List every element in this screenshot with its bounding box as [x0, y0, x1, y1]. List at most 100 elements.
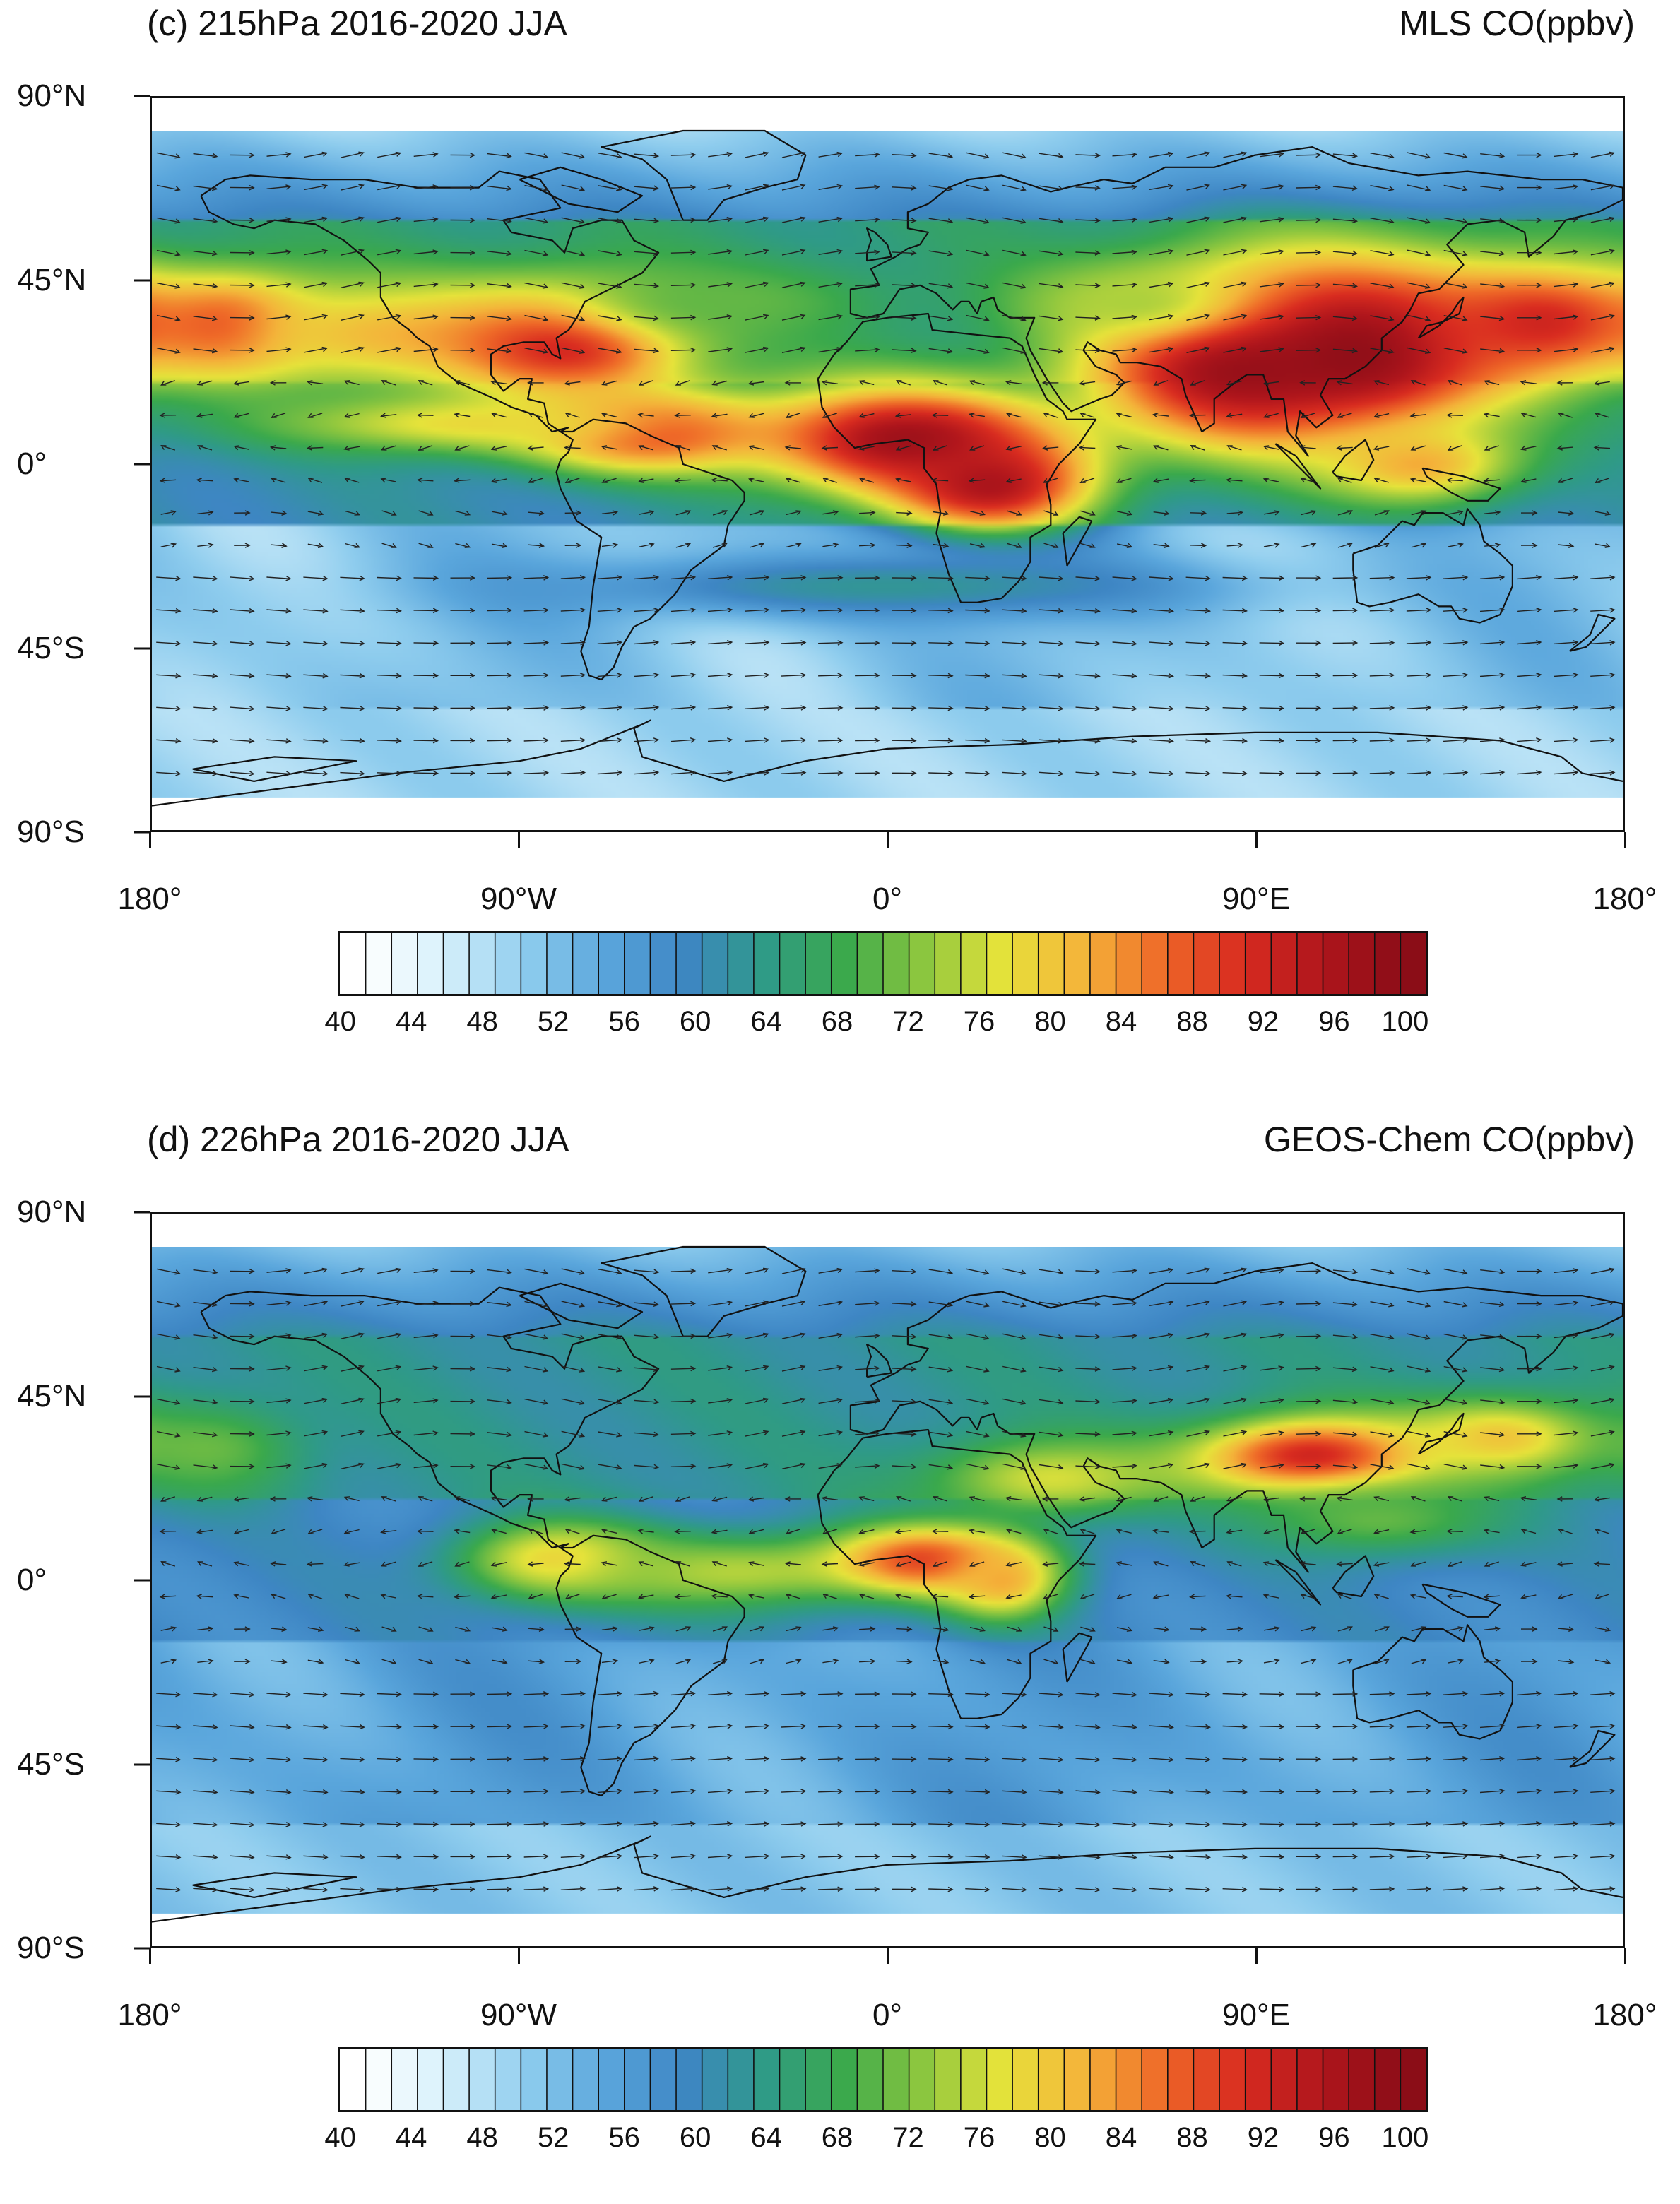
colorbar-swatch: [1168, 933, 1194, 994]
colorbar-label: 44: [396, 1006, 427, 1038]
wind-vector-shaft: [928, 578, 952, 579]
wind-vector-shaft: [896, 1661, 911, 1662]
colorbar-swatch: [495, 2049, 521, 2110]
co-concentration-field: [152, 131, 1623, 798]
wind-vector-shaft: [1296, 317, 1320, 318]
wind-vector-shaft: [487, 1889, 511, 1890]
wind-vector-shaft: [414, 1791, 438, 1792]
colorbar-swatch: [702, 933, 728, 994]
wind-vector-shaft: [1260, 1791, 1284, 1792]
colorbar-swatch: [418, 933, 444, 994]
colorbar-swatch: [1064, 933, 1090, 994]
map-svg: [152, 98, 1623, 830]
lat-tick: [134, 1395, 150, 1397]
colorbar-label: 44: [396, 2122, 427, 2154]
lon-tick: [887, 1948, 889, 1964]
lon-tick-label: 180°: [1592, 1998, 1657, 2033]
lat-tick: [134, 279, 150, 281]
colorbar-label: 52: [538, 2122, 569, 2154]
colorbar-label: 68: [822, 1006, 853, 1038]
colorbar-swatch: [909, 933, 935, 994]
colorbar-swatch: [883, 2049, 909, 2110]
wind-vector-shaft: [1333, 1889, 1357, 1890]
lat-tick: [134, 1580, 150, 1582]
wind-vector-shaft: [1296, 1336, 1320, 1337]
lon-tick: [518, 1948, 520, 1964]
colorbar-label: 56: [608, 1006, 640, 1038]
lon-tick: [1255, 1948, 1258, 1964]
colorbar-swatch: [1349, 2049, 1375, 2110]
wind-vector-shaft: [414, 610, 438, 611]
colorbar-swatch: [986, 2049, 1012, 2110]
lon-tick: [149, 832, 151, 848]
lon-tick-label: 0°: [872, 1998, 902, 2033]
wind-vector-shaft: [1333, 1726, 1357, 1727]
colorbar-swatch: [935, 933, 961, 994]
lat-tick-label: 45°S: [17, 1747, 85, 1782]
colorbar-swatch: [1400, 2049, 1426, 2110]
colorbar-label: 56: [608, 2122, 640, 2154]
wind-vector-shaft: [1333, 675, 1357, 676]
wind-vector-shaft: [896, 513, 911, 514]
colorbar-swatch: [547, 2049, 573, 2110]
lat-tick: [134, 647, 150, 649]
colorbar-swatch: [340, 933, 366, 994]
colorbar-swatch: [625, 2049, 651, 2110]
colorbar-swatch: [598, 933, 625, 994]
colorbar-swatch: [805, 2049, 832, 2110]
colorbar-swatch: [986, 933, 1012, 994]
wind-vector-shaft: [928, 1694, 952, 1695]
wind-vector-shaft: [414, 773, 438, 774]
colorbar-swatch: [676, 2049, 702, 2110]
colorbar-label: 76: [964, 1006, 995, 1038]
lat-tick-label: 90°N: [17, 78, 86, 114]
wind-vector-shaft: [414, 1726, 438, 1727]
colorbar-swatch: [366, 933, 392, 994]
colorbar-swatch: [1271, 2049, 1297, 2110]
lon-tick: [149, 1948, 151, 1964]
colorbar-label: 72: [892, 2122, 924, 2154]
lon-tick: [1255, 832, 1258, 848]
wind-vector-shaft: [565, 1564, 581, 1565]
wind-vector-shaft: [1333, 578, 1357, 579]
colorbar-swatch: [1375, 933, 1401, 994]
colorbar-swatch: [883, 933, 909, 994]
wind-vector-shaft: [414, 708, 438, 709]
wind-vector-shaft: [896, 545, 911, 546]
wind-vector-shaft: [1260, 1856, 1284, 1857]
lon-tick-label: 0°: [872, 882, 902, 917]
wind-vector-shaft: [487, 1791, 511, 1792]
wind-vector-shaft: [818, 610, 842, 611]
colorbar-swatch: [1142, 2049, 1168, 2110]
colorbar: [338, 931, 1428, 996]
map-frame: [150, 1212, 1625, 1948]
colorbar-svg: [340, 933, 1426, 994]
colorbar-swatch: [961, 933, 987, 994]
lon-tick-label: 90°E: [1222, 882, 1290, 917]
wind-vector-shaft: [1333, 610, 1357, 611]
lat-tick-label: 0°: [17, 446, 47, 482]
wind-vector-shaft: [818, 643, 842, 644]
wind-vector-shaft: [818, 1726, 842, 1727]
colorbar-swatch: [1039, 2049, 1065, 2110]
wind-vector-shaft: [487, 1726, 511, 1727]
colorbar-label: 92: [1248, 2122, 1279, 2154]
colorbar-swatch: [1323, 2049, 1349, 2110]
wind-vector-shaft: [1296, 1271, 1320, 1272]
colorbar-swatch: [1297, 2049, 1323, 2110]
colorbar-label: 84: [1106, 1006, 1137, 1038]
wind-vector-shaft: [1260, 740, 1284, 741]
wind-vector-shaft: [1333, 1856, 1357, 1857]
wind-vector-shaft: [1333, 708, 1357, 709]
wind-vector-shaft: [818, 578, 842, 579]
wind-vector-shaft: [671, 187, 695, 188]
lon-tick-label: 180°: [117, 882, 182, 917]
wind-vector-shaft: [818, 773, 842, 774]
wind-vector-shaft: [671, 1401, 695, 1402]
colorbar-swatch: [857, 933, 883, 994]
colorbar-swatch: [1039, 933, 1065, 994]
colorbar-swatch: [1012, 2049, 1039, 2110]
colorbar-swatch: [780, 2049, 806, 2110]
wind-vector-shaft: [928, 610, 952, 611]
wind-vector-shaft: [1333, 740, 1357, 741]
